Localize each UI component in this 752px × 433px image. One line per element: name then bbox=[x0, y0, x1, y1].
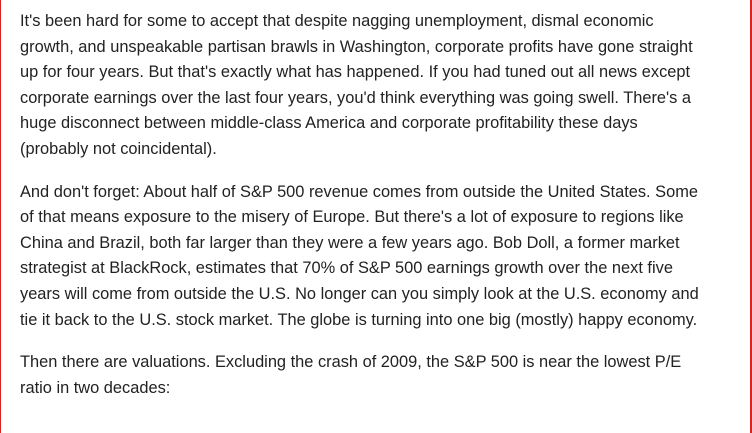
text-line: It's been hard for some to accept that d… bbox=[20, 12, 654, 30]
text-line: tie it back to the U.S. stock market. Th… bbox=[20, 310, 698, 329]
paragraph: Then there are valuations. Excluding the… bbox=[20, 350, 750, 401]
paragraph: And don't forget: About half of S&P 500 … bbox=[20, 180, 750, 334]
text-line: (probably not coincidental). bbox=[20, 139, 217, 158]
text-line: strategist at BlackRock, estimates that … bbox=[20, 259, 673, 278]
text-line: ratio in two decades: bbox=[20, 378, 171, 397]
text-line: up for four years. But that's exactly wh… bbox=[20, 63, 691, 82]
text-line: corporate earnings over the last four ye… bbox=[20, 88, 692, 107]
text-line: And don't forget: About half of S&P 500 … bbox=[20, 182, 698, 201]
text-line: China and Brazil, both far larger than t… bbox=[20, 233, 680, 252]
text-line: Then there are valuations. Excluding the… bbox=[20, 353, 682, 372]
text-line: huge disconnect between middle-class Ame… bbox=[20, 114, 638, 133]
paragraph: It's been hard for some to accept that d… bbox=[20, 9, 750, 163]
text-line: growth, and unspeakable partisan brawls … bbox=[20, 37, 693, 56]
text-line: of that means exposure to the misery of … bbox=[20, 208, 684, 227]
text-line: years will come from outside the U.S. No… bbox=[20, 284, 699, 303]
